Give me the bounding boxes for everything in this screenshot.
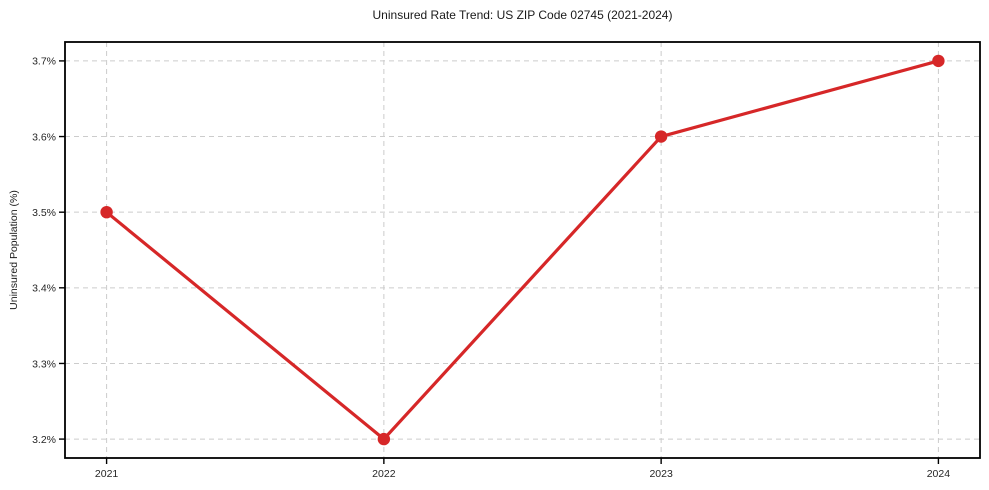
y-tick-label: 3.4% xyxy=(32,283,56,295)
y-tick-label: 3.5% xyxy=(32,207,56,219)
data-line xyxy=(104,59,941,441)
data-point xyxy=(932,54,945,68)
axes-frame xyxy=(64,41,981,459)
data-point xyxy=(100,205,113,219)
data-point xyxy=(654,130,668,143)
x-tick-label: 2023 xyxy=(649,468,673,480)
y-tick-label: 3.7% xyxy=(32,56,56,68)
y-tick-label: 3.3% xyxy=(32,358,56,370)
x-tick-label: 2024 xyxy=(927,468,951,480)
y-tick-label: 3.2% xyxy=(32,434,56,446)
data-point xyxy=(377,432,391,446)
x-tick-label: 2021 xyxy=(95,468,119,480)
y-tick-label: 3.6% xyxy=(32,131,56,143)
chart-title: Uninsured Rate Trend: US ZIP Code 02745 … xyxy=(372,8,673,22)
x-tick-label: 2022 xyxy=(372,468,396,480)
